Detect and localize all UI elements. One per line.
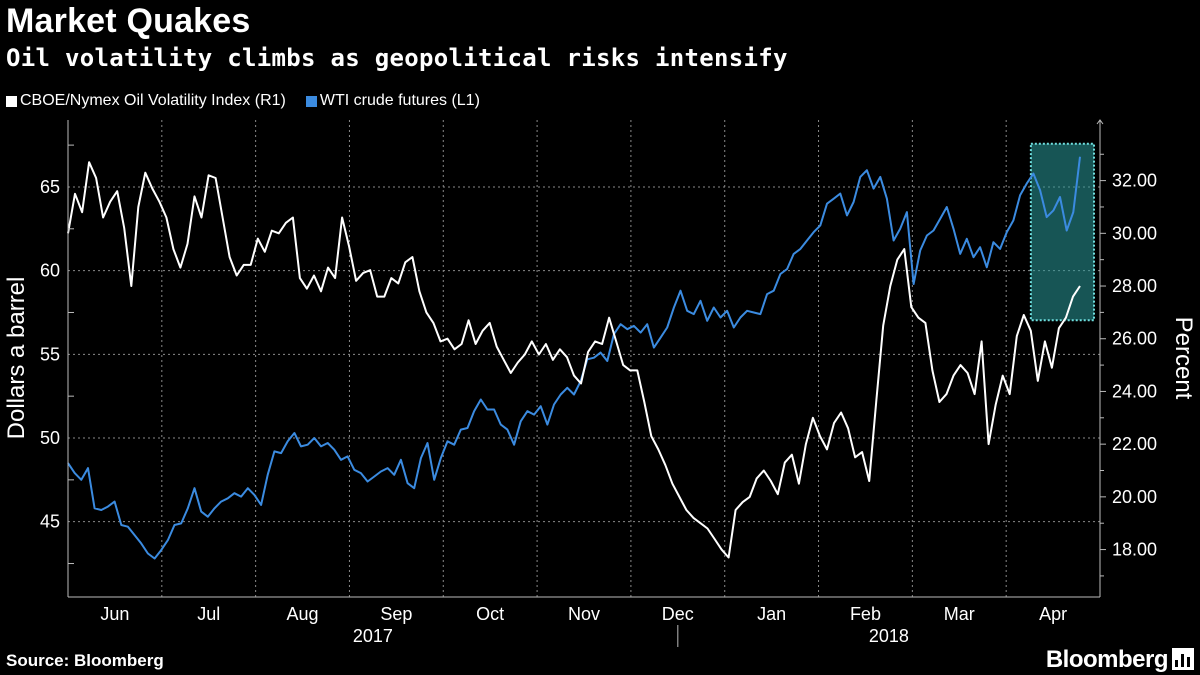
- right-tick-label: 28.00: [1112, 276, 1157, 296]
- right-axis-label: Percent: [1170, 317, 1197, 400]
- chart-title: Market Quakes: [6, 2, 251, 40]
- month-label: Apr: [1039, 604, 1067, 624]
- right-tick-label: 18.00: [1112, 540, 1157, 560]
- month-label: Sep: [380, 604, 412, 624]
- right-axis-arrow: [1096, 119, 1104, 125]
- right-tick-label: 30.00: [1112, 223, 1157, 243]
- month-label: Aug: [287, 604, 319, 624]
- month-label: Jan: [757, 604, 786, 624]
- left-tick-label: 50: [40, 428, 60, 448]
- legend-item-wti: WTI crude futures (L1): [305, 92, 480, 110]
- highlight-box: [1029, 142, 1095, 322]
- month-label: Oct: [476, 604, 504, 624]
- month-label: Dec: [662, 604, 694, 624]
- month-label: Jul: [197, 604, 220, 624]
- month-label: Feb: [850, 604, 881, 624]
- right-tick-label: 22.00: [1112, 434, 1157, 454]
- highlight-layer: [1029, 142, 1095, 322]
- left-axis-label: Dollars a barrel: [3, 277, 30, 440]
- series-line-ovx: [67, 161, 1081, 559]
- chart-subtitle: Oil volatility climbs as geopolitical ri…: [6, 44, 788, 72]
- year-label: 2017: [353, 626, 393, 646]
- year-label: 2018: [869, 626, 909, 646]
- month-label: Nov: [568, 604, 600, 624]
- bloomberg-logo: Bloomberg: [1045, 646, 1169, 673]
- legend-label-ovx: CBOE/Nymex Oil Volatility Index (R1): [20, 92, 286, 109]
- month-label: Mar: [944, 604, 975, 624]
- right-tick-label: 26.00: [1112, 329, 1157, 349]
- legend-swatch-wti: [305, 95, 317, 107]
- left-tick-label: 65: [40, 177, 60, 197]
- left-tick-label: 55: [40, 344, 60, 364]
- legend: CBOE/Nymex Oil Volatility Index (R1) WTI…: [6, 92, 480, 110]
- series-line-wti: [67, 156, 1081, 560]
- axes: 45 50 55 60 65 18.00 20.00 22.00 24.00 26.00 28.00…: [40, 119, 1157, 647]
- left-tick-label: 45: [40, 512, 60, 532]
- legend-label-wti: WTI crude futures (L1): [319, 92, 480, 109]
- left-tick-label: 60: [40, 261, 60, 281]
- right-tick-label: 24.00: [1112, 381, 1157, 401]
- series-layer: [67, 156, 1081, 560]
- bloomberg-terminal-icon: [1172, 648, 1194, 670]
- source-note: Source: Bloomberg: [6, 651, 164, 670]
- legend-item-ovx: CBOE/Nymex Oil Volatility Index (R1): [6, 92, 286, 110]
- gridlines: [68, 120, 1100, 597]
- month-label: Jun: [100, 604, 129, 624]
- right-tick-label: 20.00: [1112, 487, 1157, 507]
- right-tick-label: 32.00: [1112, 171, 1157, 191]
- legend-swatch-ovx: [6, 95, 17, 107]
